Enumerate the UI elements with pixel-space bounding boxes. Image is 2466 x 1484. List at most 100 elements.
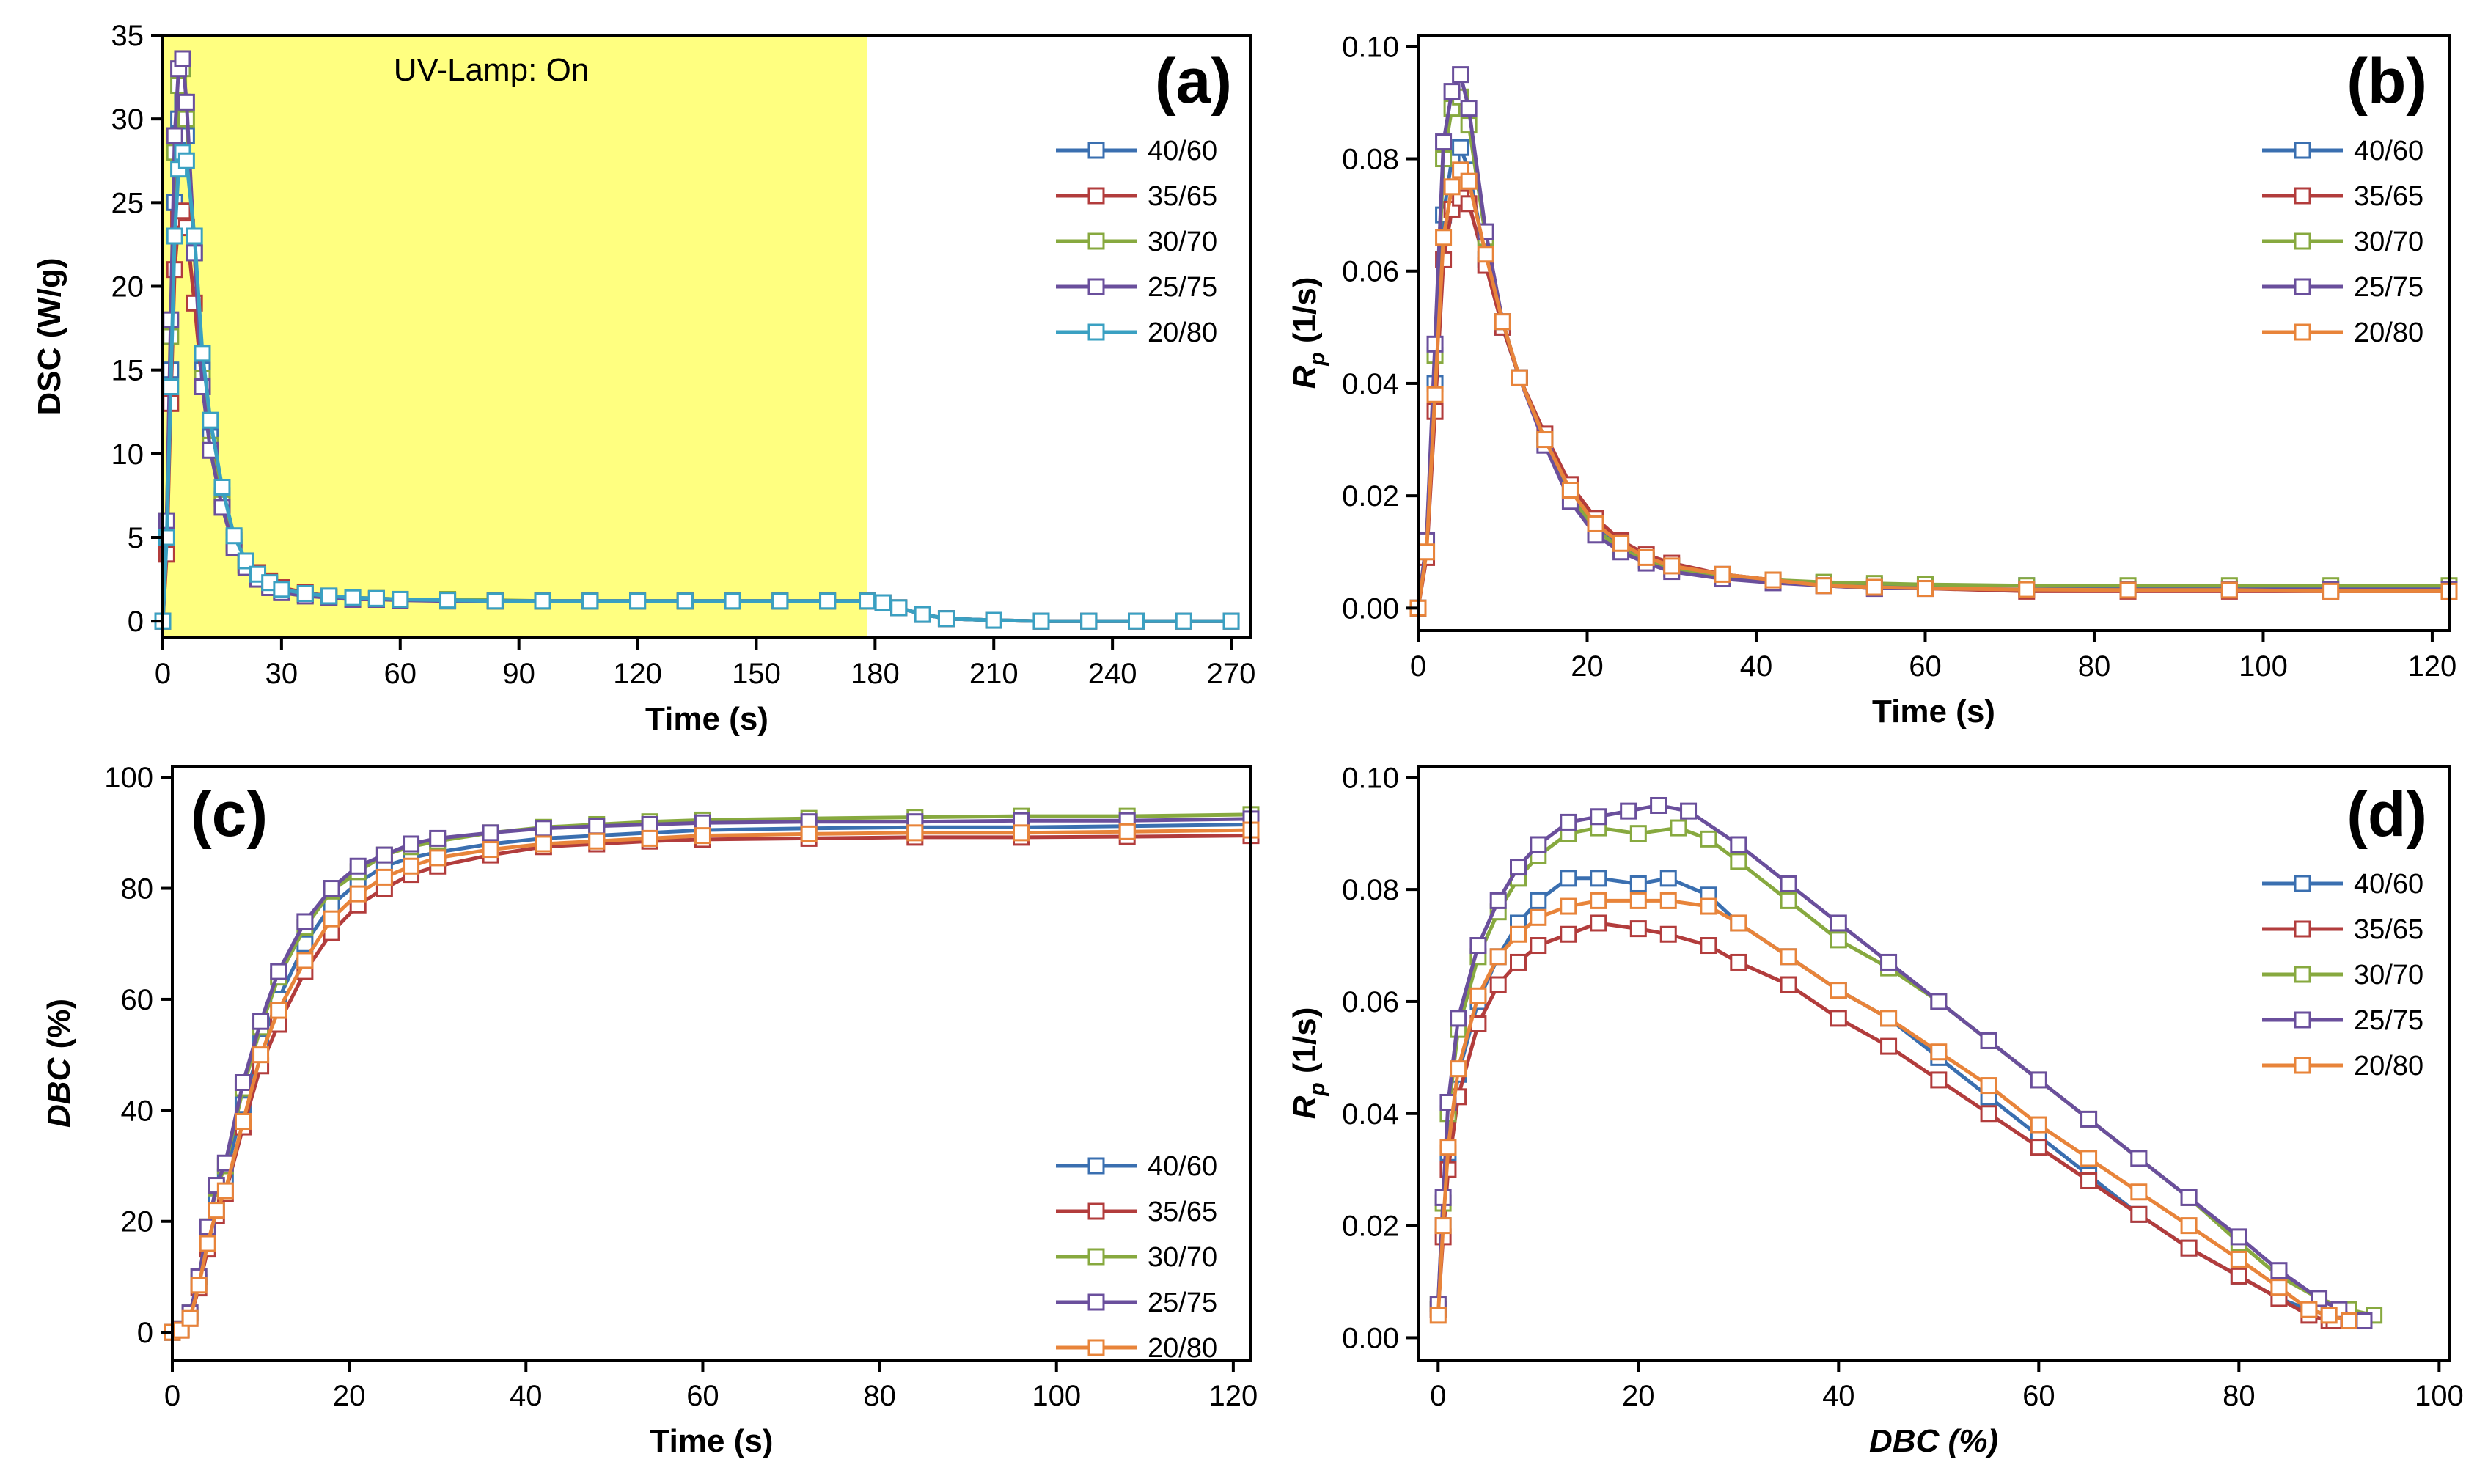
data-point [1560,813,1577,831]
y-axis-title-sub: p [1305,352,1329,366]
data-point [1880,953,1898,971]
y-axis-title-main: DBC [41,1057,77,1128]
data-point [225,527,243,545]
data-point [1477,246,1494,263]
data-point [1620,802,1637,820]
y-tick-label: 100 [104,762,153,794]
y-tick-label: 20 [121,1206,154,1238]
legend-marker [2294,142,2311,159]
data-point [1460,100,1478,117]
data-point [535,820,552,837]
x-tick-label: 120 [613,658,662,690]
legend-label: 35/65 [1148,181,1217,212]
data-point [534,592,551,610]
data-point [2030,1071,2047,1089]
x-axis-title: Time (s) [1872,694,1995,730]
legend-marker [2294,920,2311,938]
series-line [1436,921,2334,1323]
data-point [629,592,647,610]
legend-label: 40/60 [1148,1151,1217,1182]
legend-item: 40/60 [1056,136,1217,166]
legend-label: 40/60 [2354,869,2423,900]
data-point [906,824,924,842]
data-point [1680,802,1698,820]
series-30-70 [1429,819,2383,1324]
y-axis-title-sub: p [1305,1082,1329,1096]
x-tick-label: 60 [1909,650,1942,683]
y-tick-label: 0.08 [1342,874,1399,906]
x-tick-label: 100 [2239,650,2288,683]
x-axis-title: Time (s) [645,701,768,737]
legend-label: 35/65 [2354,914,2423,945]
data-point [2018,581,2036,598]
data-point [2230,1250,2247,1268]
legend-marker [1087,1339,1105,1356]
y-tick-label: 15 [111,355,144,387]
data-point [588,818,606,835]
data-point [1560,925,1577,943]
legend-item: 35/65 [1056,1197,1217,1227]
legend-item: 20/80 [2262,1051,2423,1081]
y-tick-label: 30 [111,103,144,136]
data-point [2130,1150,2148,1167]
data-point [1452,66,1469,84]
data-point [296,913,314,930]
data-point [2119,581,2137,599]
data-point [1880,1037,1898,1055]
data-point [2180,1189,2198,1206]
data-point [403,835,420,853]
data-point [1128,612,1145,630]
panel-c: 0 20 40 60 80 100 120 0 20 40 60 80 100 Time (s) DBC (… [41,762,1260,1459]
data-point [1780,976,1797,993]
legend-marker [1087,232,1105,250]
data-point [1830,982,1847,999]
data-point [1429,1307,1447,1324]
data-point [1013,824,1030,842]
data-point [375,846,393,864]
data-point [1700,830,1717,848]
series-20-80 [1429,892,2357,1330]
series-40-60 [1409,139,2458,617]
legend-item: 35/65 [1056,181,1217,212]
data-point [486,592,504,610]
legend-marker [1087,1157,1105,1175]
x-tick-label: 90 [502,658,535,690]
legend-marker [2294,966,2311,983]
legend-marker [2294,187,2311,205]
y-tick-label: 5 [128,522,144,554]
data-point [439,592,457,609]
data-point [323,910,340,928]
data-point [252,1013,270,1030]
series-line [1436,804,2366,1323]
legend-marker [2294,875,2311,892]
data-point [1670,819,1687,837]
data-point [1830,931,1847,949]
data-point [2230,1228,2247,1246]
data-point [213,479,231,496]
data-point [2340,1312,2357,1330]
y-tick-label: 0.00 [1342,592,1399,625]
data-point [166,227,183,245]
y-tick-label: 0.10 [1342,762,1399,794]
uv-lamp-annotation: UV-Lamp: On [394,52,590,88]
x-tick-label: 150 [732,658,781,690]
data-point [194,345,211,362]
legend-item: 35/65 [2262,181,2423,212]
x-tick-label: 60 [384,658,417,690]
series-20-80 [164,821,1260,1341]
x-tick-label: 100 [2415,1380,2464,1412]
data-point [1916,580,1934,598]
data-point [166,127,183,144]
data-point [2322,582,2340,600]
legend-label: 25/75 [2354,272,2423,303]
legend-label: 40/60 [2354,136,2423,166]
data-point [1530,908,1547,926]
legend-marker [2294,232,2311,250]
data-point [1629,892,1647,909]
legend-item: 30/70 [1056,1242,1217,1273]
legend-marker [1087,323,1105,341]
x-tick-label: 0 [1430,1380,1446,1412]
data-point [1426,335,1444,353]
y-axis-title: Rp (1/s) [1287,1007,1329,1120]
